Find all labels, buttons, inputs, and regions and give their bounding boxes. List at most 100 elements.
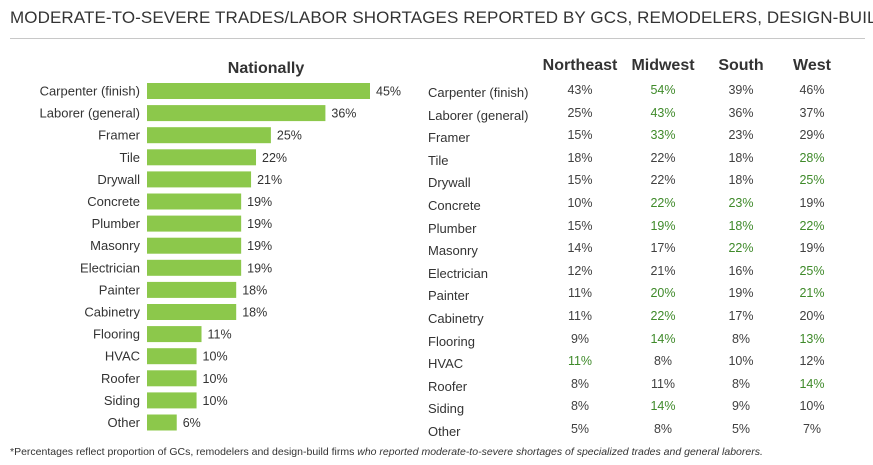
table-cell: 8% <box>570 376 590 391</box>
bar <box>147 348 197 365</box>
bar-value-label: 19% <box>247 261 272 275</box>
national-header: Nationally <box>228 60 305 77</box>
bar-value-label: 19% <box>247 217 272 231</box>
bar-value-label: 18% <box>242 306 267 320</box>
footnote: *Percentages reflect proportion of GCs, … <box>10 446 763 458</box>
table-row-label: Plumber <box>428 220 477 236</box>
table-cell: 25% <box>799 263 825 278</box>
bar <box>147 171 252 188</box>
bar <box>147 392 197 409</box>
table-row-label: Cabinetry <box>428 311 484 326</box>
table-cell: 11% <box>567 286 593 301</box>
bar <box>147 83 370 99</box>
table-cell: 14% <box>799 376 825 391</box>
table-cell: 23% <box>728 128 754 143</box>
category-label: Other <box>107 415 140 430</box>
bar-value-label: 10% <box>203 372 228 386</box>
table-cell: 9% <box>731 399 751 414</box>
table-cell: 14% <box>650 331 676 346</box>
table-row-label: Concrete <box>428 198 481 213</box>
category-label: Flooring <box>93 327 140 342</box>
chart-title: MODERATE-TO-SEVERE TRADES/LABOR SHORTAGE… <box>10 8 873 27</box>
table-cell: 46% <box>799 83 825 97</box>
table-cell: 10% <box>799 399 825 414</box>
table-cell: 8% <box>653 422 673 436</box>
table-cell: 22% <box>650 196 676 210</box>
table-cell: 21% <box>650 263 676 278</box>
bar <box>147 259 242 276</box>
bar <box>147 149 257 166</box>
category-label: Drywall <box>97 172 140 187</box>
table-cell: 15% <box>567 173 593 188</box>
category-label: Painter <box>99 282 141 297</box>
bar <box>147 281 237 298</box>
table-cell: 15% <box>567 218 593 233</box>
table-cell: 43% <box>567 83 593 97</box>
table-row-label: Siding <box>428 401 465 417</box>
table-row-label: Carpenter (finish) <box>428 85 529 100</box>
bar <box>147 370 197 387</box>
table-cell: 18% <box>728 218 754 233</box>
national-bar-chart: Nationally Carpenter (finish) 45% Laborer (… <box>40 60 401 431</box>
bar <box>147 193 242 210</box>
table-cell: 12% <box>567 263 593 278</box>
table-cell: 17% <box>728 309 754 323</box>
bar <box>147 237 242 254</box>
table-cell: 14% <box>567 241 593 256</box>
table-cell: 18% <box>728 150 754 165</box>
table-cell: 21% <box>799 286 825 301</box>
table-cell: 19% <box>728 286 754 301</box>
footnote-text: *Percentages reflect proportion of GCs, … <box>10 446 358 458</box>
table-cell: 5% <box>731 422 751 436</box>
category-label: Framer <box>98 128 141 143</box>
category-label: Tile <box>120 150 140 165</box>
table-cell: 9% <box>570 331 590 346</box>
table-cell: 5% <box>570 422 590 436</box>
bar-value-label: 19% <box>247 195 272 209</box>
title-divider <box>10 38 865 39</box>
table-row-label: HVAC <box>428 356 464 372</box>
table-cell: 20% <box>650 286 676 301</box>
table-cell: 14% <box>650 399 676 414</box>
table-cell: 25% <box>567 105 593 120</box>
table-cell: 19% <box>650 218 676 233</box>
column-header-midwest: Midwest <box>631 57 695 74</box>
table-cell: 43% <box>650 105 676 120</box>
bar-value-label: 21% <box>257 173 282 187</box>
table-cell: 22% <box>650 309 676 323</box>
bar-value-label: 19% <box>247 239 272 253</box>
category-label: Plumber <box>92 216 141 231</box>
column-header-south: South <box>718 57 764 74</box>
table-cell: 16% <box>728 263 754 278</box>
table-cell: 11% <box>650 376 676 391</box>
category-label: Concrete <box>87 194 140 209</box>
table-cell: 22% <box>650 150 676 165</box>
table-row-label: Roofer <box>428 378 468 394</box>
bar <box>147 127 271 144</box>
bar-value-label: 22% <box>262 151 287 165</box>
table-cell: 22% <box>650 173 676 188</box>
table-cell: 10% <box>567 196 593 210</box>
table-cell: 28% <box>799 150 825 165</box>
bar <box>147 105 326 122</box>
bar-value-label: 11% <box>208 328 232 342</box>
category-label: Siding <box>104 393 140 408</box>
table-row-label: Drywall <box>428 175 471 191</box>
bar <box>147 414 177 431</box>
bar-value-label: 45% <box>376 85 401 99</box>
bar-value-label: 25% <box>277 129 302 143</box>
table-cell: 22% <box>728 241 754 256</box>
table-cell: 8% <box>731 331 751 346</box>
category-label: Laborer (general) <box>40 106 140 121</box>
table-row-label: Other <box>428 424 461 439</box>
table-cell: 8% <box>731 376 751 391</box>
table-row-label: Flooring <box>428 333 475 349</box>
bar <box>147 326 202 343</box>
table-cell: 19% <box>799 241 825 256</box>
table-cell: 37% <box>799 105 825 120</box>
category-label: Cabinetry <box>84 305 140 320</box>
table-cell: 11% <box>567 354 593 369</box>
bar-value-label: 36% <box>331 107 356 121</box>
table-cell: 15% <box>567 128 593 143</box>
table-cell: 54% <box>650 83 676 97</box>
